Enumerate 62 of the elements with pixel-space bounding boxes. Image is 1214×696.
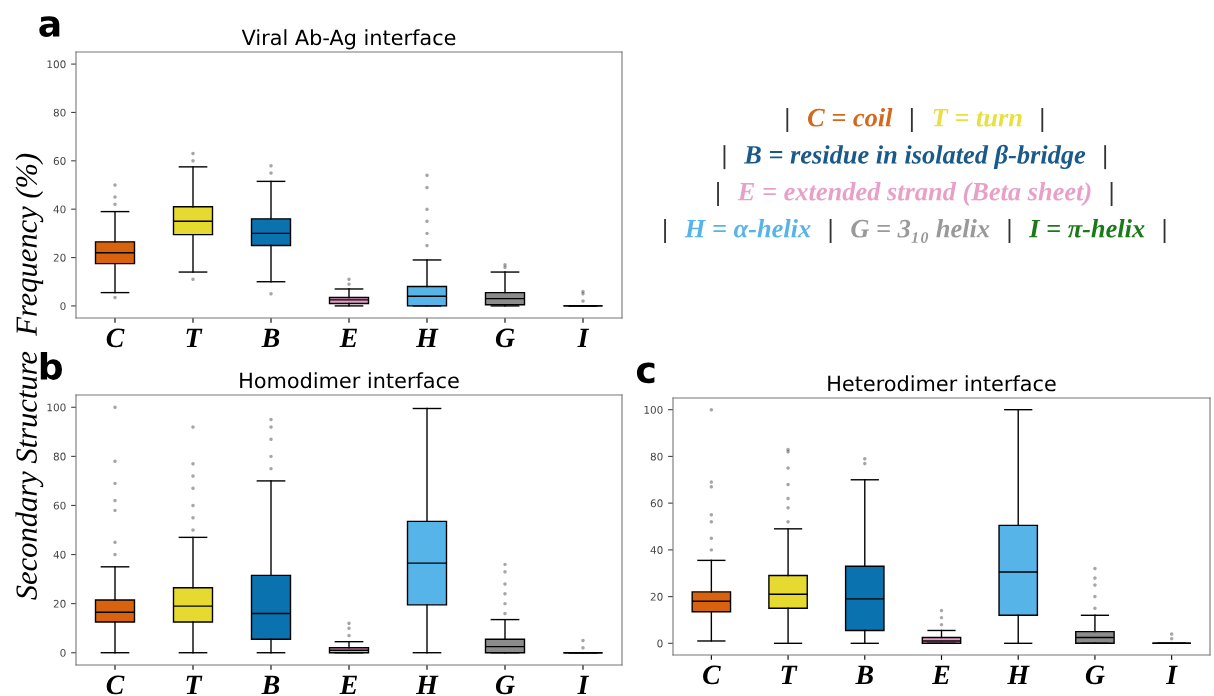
y-tick-label: 100 <box>644 405 663 414</box>
x-tick-label: B <box>261 675 280 695</box>
y-tick-label: 60 <box>650 499 663 508</box>
y-tick-label: 80 <box>53 452 66 461</box>
x-tick-label: C <box>106 328 125 348</box>
y-tick-label: 40 <box>650 546 663 554</box>
y-tick-label: 40 <box>53 550 66 559</box>
text: c <box>636 362 655 384</box>
category-label: H = α-helix <box>684 219 811 238</box>
text: | <box>664 219 666 243</box>
text: | <box>910 108 913 132</box>
x-tick-label: T <box>186 675 203 694</box>
y-tick-label: 80 <box>650 452 663 461</box>
x-tick-label: G <box>495 328 515 348</box>
x-tick-label: B <box>855 665 874 685</box>
chart-title: Homodimer interface <box>240 372 459 389</box>
x-tick-label: E <box>932 665 950 684</box>
text: | <box>786 108 789 132</box>
x-tick-label: T <box>781 665 798 684</box>
text: | <box>1041 108 1044 132</box>
y-tick-label: 60 <box>53 157 66 165</box>
category-label: I = π-helix <box>1028 219 1145 238</box>
x-tick-label: H <box>415 675 439 694</box>
text: | <box>1008 219 1011 243</box>
y-tick-label: 0 <box>60 648 66 657</box>
text: | <box>1110 182 1113 206</box>
x-tick-label: I <box>1165 665 1178 684</box>
y-tick-label: 20 <box>650 592 663 601</box>
x-tick-label: T <box>186 328 203 347</box>
x-tick-label: H <box>415 328 439 347</box>
y-tick-label: 20 <box>53 253 66 262</box>
x-tick-label: G <box>1085 665 1105 685</box>
x-tick-label: B <box>261 328 280 348</box>
category-label: G = 3₁₀ helix <box>851 219 990 243</box>
y-tick-label: 80 <box>53 108 66 117</box>
x-tick-label: I <box>577 675 590 694</box>
x-tick-label: C <box>106 675 125 695</box>
y-tick-label: 0 <box>60 302 66 311</box>
text: a <box>39 16 60 38</box>
x-tick-label: E <box>339 328 357 347</box>
category-label: T = turn <box>933 109 1022 127</box>
y-tick-label: 0 <box>657 639 663 648</box>
y-tick-label: 100 <box>47 60 66 69</box>
y-tick-label: 100 <box>47 403 66 412</box>
y-tick-label: 20 <box>53 599 66 608</box>
category-label: E = extended strand (Beta sheet) <box>737 182 1091 206</box>
x-tick-label: I <box>577 328 590 347</box>
category-label: B = residue in isolated β-bridge <box>743 144 1086 170</box>
x-tick-label: E <box>339 675 357 694</box>
y-tick-label: 40 <box>53 205 66 214</box>
y-tick-label: 60 <box>53 501 66 510</box>
text: | <box>1104 145 1107 170</box>
x-tick-label: G <box>495 675 515 695</box>
chart-title: Heterodimer interface <box>828 375 1056 392</box>
x-tick-label: C <box>703 665 721 685</box>
text: | <box>829 219 832 243</box>
text: | <box>1163 219 1166 243</box>
text: | <box>723 145 726 170</box>
category-label: C = coil <box>807 108 893 127</box>
chart-title: Viral Ab-Ag interface <box>241 29 456 50</box>
x-tick-label: H <box>1007 665 1030 684</box>
text: | <box>717 182 719 206</box>
